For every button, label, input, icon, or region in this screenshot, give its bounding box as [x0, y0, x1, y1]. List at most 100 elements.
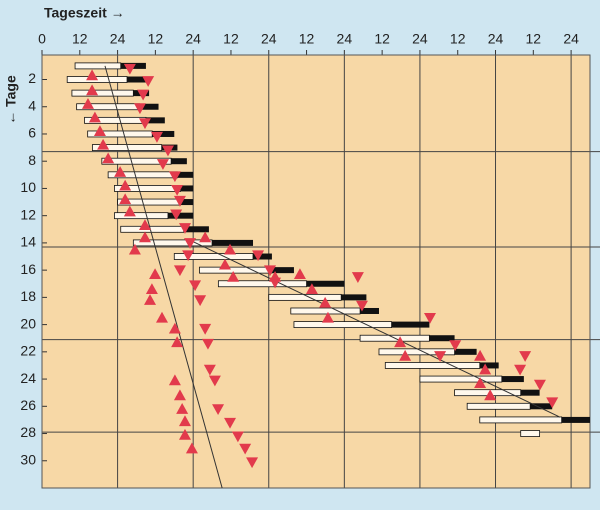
active-bar — [145, 117, 165, 124]
active-bar — [180, 185, 194, 192]
down-marker — [269, 277, 282, 289]
down-marker — [449, 340, 462, 352]
down-marker — [434, 351, 447, 362]
up-marker — [168, 322, 181, 334]
y-tick-label: 10 — [20, 179, 36, 195]
down-marker — [150, 131, 163, 143]
x-tick-label: 12 — [299, 31, 315, 47]
up-marker — [218, 258, 231, 270]
x-tick-label: 24 — [185, 31, 201, 47]
active-bar — [530, 403, 553, 410]
x-tick-label: 12 — [148, 31, 164, 47]
up-marker — [119, 193, 132, 205]
x-tick-label: 24 — [488, 31, 504, 47]
rest-bar — [114, 212, 169, 220]
active-bar — [180, 199, 194, 206]
up-marker — [227, 270, 240, 282]
down-marker — [239, 443, 252, 455]
down-marker — [355, 300, 368, 312]
x-tick-label: 24 — [412, 31, 428, 47]
up-marker — [484, 389, 497, 401]
y-tick-label: 2 — [28, 70, 36, 86]
active-bar — [479, 362, 499, 369]
active-bar — [360, 307, 379, 314]
down-marker — [168, 171, 181, 183]
up-marker — [88, 111, 101, 123]
plot-area — [42, 55, 590, 488]
active-bar — [171, 158, 187, 165]
active-bar — [454, 348, 477, 355]
trend-line — [189, 239, 561, 418]
x-tick-label: 24 — [261, 31, 277, 47]
down-marker — [264, 265, 277, 277]
rest-bar — [74, 62, 122, 70]
x-tick-label: 12 — [450, 31, 466, 47]
plot-frame — [41, 54, 591, 489]
up-marker — [399, 349, 412, 361]
active-bar — [167, 212, 194, 219]
down-marker — [170, 209, 183, 221]
down-marker — [199, 323, 212, 335]
rest-bar — [120, 225, 185, 233]
active-bar — [139, 103, 159, 110]
rest-bar — [268, 293, 342, 301]
down-marker — [203, 364, 216, 376]
down-marker — [182, 250, 195, 262]
active-bar — [253, 253, 272, 260]
up-marker — [81, 98, 94, 109]
x-tick-label: 24 — [110, 31, 126, 47]
up-marker — [119, 179, 132, 191]
up-marker — [86, 84, 99, 96]
down-marker — [546, 397, 559, 409]
down-marker — [156, 159, 169, 170]
up-marker — [97, 138, 110, 150]
trend-line — [104, 65, 223, 489]
y-tick-label: 20 — [20, 315, 36, 331]
up-marker — [114, 166, 127, 177]
y-tick-label: 6 — [28, 125, 36, 141]
rest-bar — [199, 266, 273, 274]
down-marker — [194, 295, 207, 307]
down-marker — [246, 457, 259, 469]
up-marker — [176, 403, 189, 414]
down-marker — [133, 103, 146, 115]
up-marker — [394, 336, 407, 348]
up-marker — [138, 219, 151, 231]
rest-bar — [466, 402, 531, 410]
y-tick-label: 30 — [20, 451, 36, 467]
rest-bar — [479, 416, 563, 424]
up-marker — [173, 389, 186, 401]
active-bar — [152, 130, 175, 137]
active-bar — [391, 321, 430, 328]
up-marker — [293, 268, 306, 280]
up-marker — [123, 205, 136, 217]
down-marker — [351, 272, 364, 283]
up-marker — [199, 231, 212, 243]
down-marker — [533, 379, 546, 391]
down-marker — [173, 195, 186, 207]
active-bar — [520, 389, 540, 396]
x-tick-label: 12 — [223, 31, 239, 47]
up-marker — [145, 283, 158, 295]
down-marker — [138, 118, 151, 130]
y-tick-label: 26 — [20, 397, 36, 413]
up-marker — [474, 377, 487, 388]
x-tick-label: 0 — [38, 31, 46, 47]
x-tick-label: 12 — [72, 31, 88, 47]
down-marker — [224, 417, 237, 429]
down-marker — [178, 223, 191, 234]
active-bar — [183, 226, 209, 233]
down-marker — [424, 312, 437, 324]
up-marker — [93, 125, 106, 137]
up-marker — [102, 152, 115, 164]
down-marker — [161, 145, 174, 157]
rest-bar — [520, 430, 541, 437]
down-marker — [252, 250, 265, 262]
y-tick-label: 22 — [20, 343, 36, 359]
active-bar — [561, 416, 590, 423]
up-marker — [479, 363, 492, 375]
up-marker — [144, 294, 157, 305]
y-tick-label: 4 — [28, 97, 36, 113]
up-marker — [155, 311, 168, 323]
